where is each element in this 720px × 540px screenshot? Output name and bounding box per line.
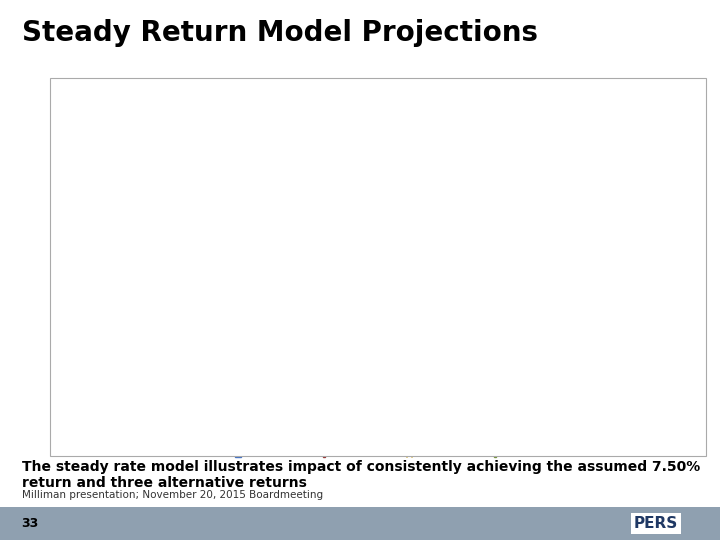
7.0% ROR (450, 202, 459, 208)
5.0% ROR (394, 162, 402, 168)
Line: 7.5% ROR: 7.5% ROR (338, 207, 684, 241)
Text: PERS: PERS (634, 516, 678, 531)
Legend: 7.5% ROR, 5.0% ROR, 7.0% ROR, 11.5% ROR: 7.5% ROR, 5.0% ROR, 7.0% ROR, 11.5% ROR (223, 445, 572, 463)
5.0% ROR (450, 152, 459, 158)
Line: 5.0% ROR: 5.0% ROR (338, 118, 685, 182)
Line: 11.5% ROR: 11.5% ROR (111, 228, 685, 418)
7.0% ROR (621, 206, 629, 213)
11.5% ROR (677, 411, 685, 418)
7.5% ROR (677, 235, 685, 242)
7.0% ROR (677, 210, 685, 216)
11.5% ROR (337, 244, 346, 251)
11.5% ROR (394, 274, 402, 281)
Text: Steady Return Model Projections: Steady Return Model Projections (22, 19, 538, 47)
11.5% ROR (564, 361, 572, 368)
5.0% ROR (507, 145, 516, 152)
11.5% ROR (450, 303, 459, 310)
Line: 7.0% ROR: 7.0% ROR (338, 201, 685, 216)
5.0% ROR (564, 134, 572, 141)
7.5% ROR (621, 230, 629, 237)
Text: Milliman presentation; November 20, 2015 Boardmeeting: Milliman presentation; November 20, 2015… (22, 490, 323, 501)
7.5% ROR (564, 225, 572, 231)
7.0% ROR (564, 204, 572, 211)
11.5% ROR (223, 264, 232, 271)
5.0% ROR (337, 176, 346, 182)
7.0% ROR (394, 201, 402, 208)
5.0% ROR (621, 127, 629, 134)
5.0% ROR (677, 118, 685, 124)
Text: At assumed return, the rate
eventually drifts downward
due to new hire OPSRP
mem: At assumed return, the rate eventually d… (103, 106, 239, 165)
11.5% ROR (110, 296, 119, 303)
7.0% ROR (507, 203, 516, 210)
11.5% ROR (621, 395, 629, 402)
7.5% ROR (507, 219, 516, 226)
11.5% ROR (280, 228, 289, 234)
Text: The steady rate model illustrates impact of consistently achieving the assumed 7: The steady rate model illustrates impact… (22, 460, 700, 490)
7.0% ROR (337, 202, 346, 208)
11.5% ROR (166, 290, 175, 296)
Text: 33: 33 (22, 517, 39, 530)
11.5% ROR (507, 333, 516, 339)
Text: If actual investment results are near
assumption, employer contribution rate
inc: If actual investment results are near as… (103, 276, 302, 323)
Title: System Average Collared Base Pension Rates: System Average Collared Base Pension Rat… (228, 78, 567, 91)
7.5% ROR (394, 211, 402, 217)
7.5% ROR (450, 214, 459, 221)
7.5% ROR (337, 206, 346, 213)
